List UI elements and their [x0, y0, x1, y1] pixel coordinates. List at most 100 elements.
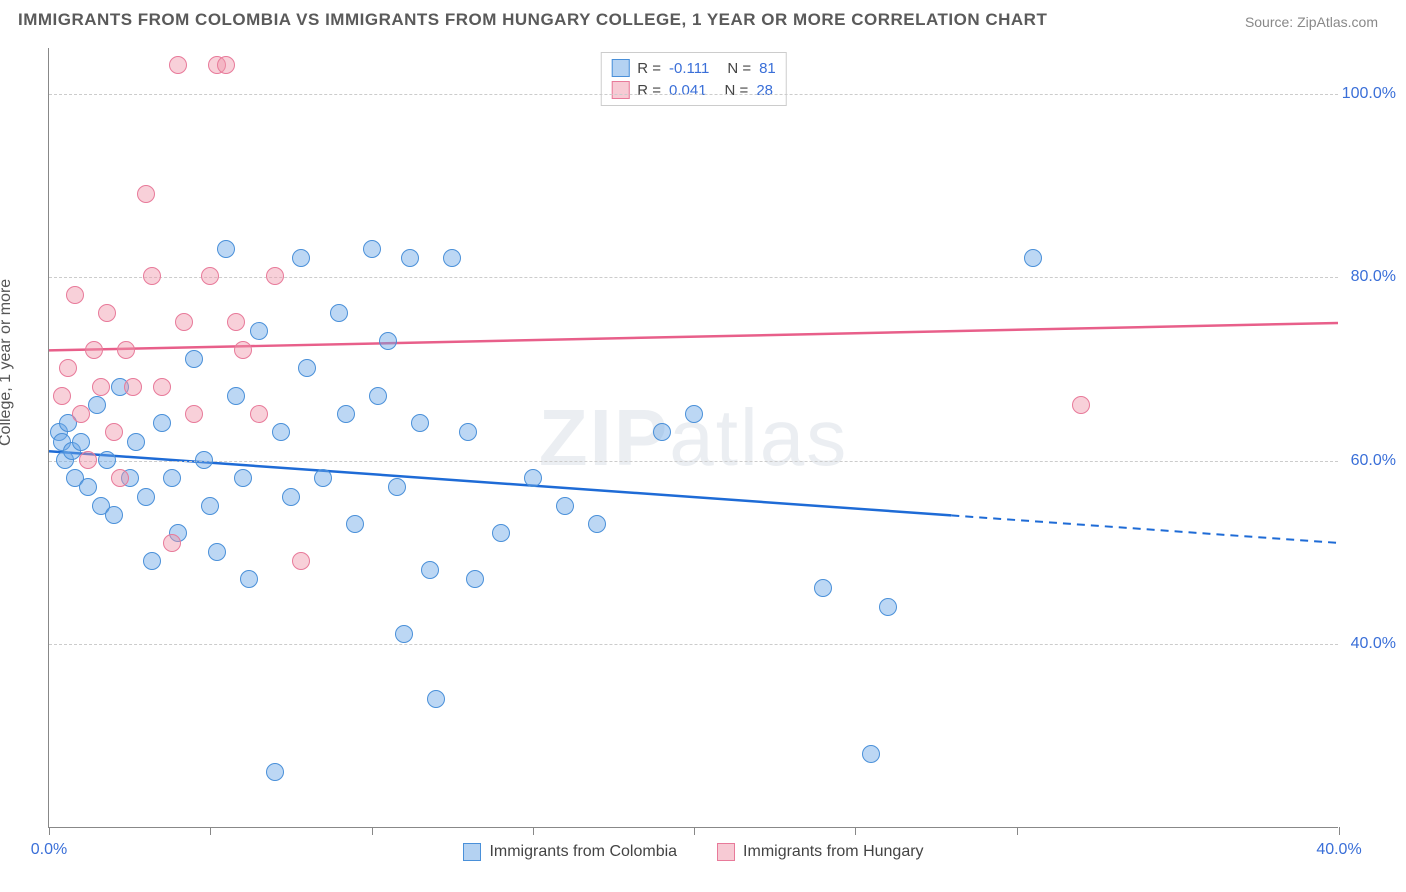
x-tick: [1339, 827, 1340, 835]
source-label: Source: ZipAtlas.com: [1245, 14, 1378, 30]
data-point: [72, 433, 90, 451]
y-tick-label: 60.0%: [1351, 452, 1396, 470]
legend-item: Immigrants from Hungary: [717, 843, 924, 861]
x-tick: [855, 827, 856, 835]
data-point: [72, 405, 90, 423]
data-point: [88, 396, 106, 414]
data-point: [250, 322, 268, 340]
data-point: [153, 414, 171, 432]
data-point: [379, 332, 397, 350]
legend-row: R = -0.111N = 81: [611, 57, 776, 79]
legend-row: R = 0.041N = 28: [611, 79, 776, 101]
chart-title: IMMIGRANTS FROM COLOMBIA VS IMMIGRANTS F…: [18, 10, 1047, 30]
legend-swatch: [463, 843, 481, 861]
data-point: [314, 469, 332, 487]
legend-swatch: [611, 59, 629, 77]
data-point: [556, 497, 574, 515]
gridline: [49, 461, 1338, 462]
data-point: [98, 304, 116, 322]
data-point: [163, 534, 181, 552]
x-tick: [533, 827, 534, 835]
data-point: [59, 359, 77, 377]
data-point: [185, 405, 203, 423]
y-axis-label: College, 1 year or more: [0, 279, 15, 446]
data-point: [111, 469, 129, 487]
data-point: [227, 387, 245, 405]
data-point: [66, 286, 84, 304]
data-point: [153, 378, 171, 396]
x-tick: [372, 827, 373, 835]
data-point: [137, 488, 155, 506]
data-point: [266, 763, 284, 781]
data-point: [814, 579, 832, 597]
gridline: [49, 94, 1338, 95]
data-point: [85, 341, 103, 359]
data-point: [282, 488, 300, 506]
data-point: [588, 515, 606, 533]
x-tick-label: 40.0%: [1316, 841, 1361, 859]
data-point: [492, 524, 510, 542]
x-tick: [1017, 827, 1018, 835]
data-point: [53, 387, 71, 405]
x-tick-label: 0.0%: [31, 841, 67, 859]
x-tick: [694, 827, 695, 835]
y-tick-label: 40.0%: [1351, 635, 1396, 653]
data-point: [117, 341, 135, 359]
data-point: [862, 745, 880, 763]
data-point: [330, 304, 348, 322]
data-point: [163, 469, 181, 487]
data-point: [217, 240, 235, 258]
data-point: [234, 341, 252, 359]
data-point: [292, 552, 310, 570]
gridline: [49, 644, 1338, 645]
data-point: [185, 350, 203, 368]
data-point: [105, 506, 123, 524]
data-point: [388, 478, 406, 496]
data-point: [1024, 249, 1042, 267]
data-point: [175, 313, 193, 331]
data-point: [395, 625, 413, 643]
x-tick: [49, 827, 50, 835]
data-point: [195, 451, 213, 469]
data-point: [105, 423, 123, 441]
data-point: [466, 570, 484, 588]
data-point: [298, 359, 316, 377]
data-point: [524, 469, 542, 487]
data-point: [98, 451, 116, 469]
data-point: [137, 185, 155, 203]
data-point: [427, 690, 445, 708]
data-point: [143, 267, 161, 285]
data-point: [369, 387, 387, 405]
data-point: [337, 405, 355, 423]
data-point: [363, 240, 381, 258]
data-point: [208, 543, 226, 561]
data-point: [272, 423, 290, 441]
y-tick-label: 80.0%: [1351, 268, 1396, 286]
data-point: [250, 405, 268, 423]
data-point: [79, 451, 97, 469]
data-point: [411, 414, 429, 432]
data-point: [201, 267, 219, 285]
data-point: [459, 423, 477, 441]
legend-swatch: [611, 81, 629, 99]
data-point: [685, 405, 703, 423]
data-point: [346, 515, 364, 533]
scatter-plot: ZIPatlas R = -0.111N = 81R = 0.041N = 28…: [48, 48, 1338, 828]
data-point: [234, 469, 252, 487]
data-point: [653, 423, 671, 441]
gridline: [49, 277, 1338, 278]
data-point: [292, 249, 310, 267]
data-point: [240, 570, 258, 588]
data-point: [217, 56, 235, 74]
data-point: [124, 378, 142, 396]
y-tick-label: 100.0%: [1342, 85, 1396, 103]
data-point: [879, 598, 897, 616]
legend-swatch: [717, 843, 735, 861]
data-point: [1072, 396, 1090, 414]
data-point: [92, 378, 110, 396]
data-point: [79, 478, 97, 496]
data-point: [169, 56, 187, 74]
data-point: [127, 433, 145, 451]
data-point: [421, 561, 439, 579]
series-legend: Immigrants from ColombiaImmigrants from …: [49, 843, 1338, 861]
